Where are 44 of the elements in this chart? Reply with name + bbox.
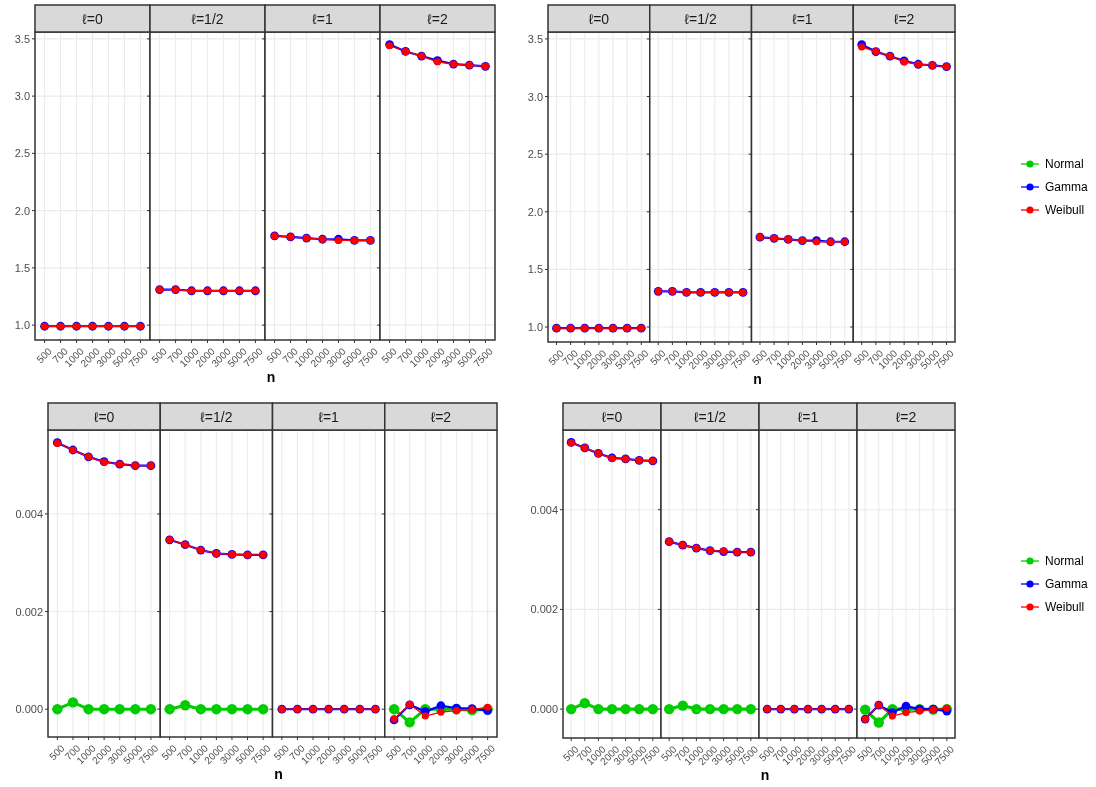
y-tick-label: 2.0 bbox=[14, 204, 30, 217]
y-tick-label: 3.5 bbox=[527, 32, 543, 45]
chart-title: ℓ=1 bbox=[318, 408, 340, 425]
y-tick-label: 1.5 bbox=[14, 261, 30, 274]
legend-label: Weibull bbox=[1045, 600, 1085, 614]
y-tick-label: 1.5 bbox=[527, 263, 543, 276]
chart-title: ℓ=2 bbox=[427, 10, 448, 27]
chart-title: ℓ=1 bbox=[797, 408, 819, 425]
legend-label: Normal bbox=[1045, 554, 1084, 568]
y-tick-label: 2.0 bbox=[527, 205, 543, 218]
chart-title: ℓ=1 bbox=[792, 10, 813, 27]
y-tick-label: 2.5 bbox=[527, 148, 543, 161]
chart-title: ℓ=2 bbox=[430, 408, 452, 425]
x-axis-title: n bbox=[274, 766, 283, 782]
chart-title: ℓ=0 bbox=[601, 408, 623, 425]
y-tick-label: 3.0 bbox=[527, 90, 543, 103]
chart-title: ℓ=2 bbox=[895, 408, 917, 425]
y-tick-label: 2.5 bbox=[14, 147, 30, 160]
chart-title: ℓ=1 bbox=[312, 10, 333, 27]
chart-title: ℓ=0 bbox=[93, 408, 115, 425]
chart-title: ℓ=1/2 bbox=[693, 408, 727, 425]
y-tick-label: 0.004 bbox=[15, 507, 43, 520]
legend-label: Normal bbox=[1045, 157, 1084, 171]
legend-label: Gamma bbox=[1045, 577, 1088, 591]
y-tick-label: 1.0 bbox=[14, 319, 30, 332]
chart-title: ℓ=1/2 bbox=[684, 10, 717, 27]
legend-label: Weibull bbox=[1045, 203, 1085, 217]
y-tick-label: 0.004 bbox=[530, 503, 558, 516]
y-tick-label: 0.002 bbox=[15, 605, 43, 618]
chart-title: ℓ=1/2 bbox=[200, 408, 233, 425]
chart-title: ℓ=2 bbox=[893, 10, 915, 27]
x-axis-title: n bbox=[753, 371, 762, 387]
chart-title: ℓ=0 bbox=[82, 10, 103, 27]
y-tick-label: 0.002 bbox=[530, 603, 558, 616]
x-axis-title: n bbox=[266, 369, 276, 385]
y-tick-label: 0.000 bbox=[15, 703, 43, 716]
y-tick-label: 1.0 bbox=[527, 321, 543, 334]
chart-title: ℓ=1/2 bbox=[191, 10, 224, 27]
legend-label: Gamma bbox=[1045, 180, 1088, 194]
chart-title: ℓ=0 bbox=[588, 10, 610, 27]
y-tick-label: 0.000 bbox=[530, 703, 558, 716]
y-tick-label: 3.5 bbox=[14, 32, 30, 45]
x-axis-title: n bbox=[760, 767, 770, 783]
y-tick-label: 3.0 bbox=[14, 90, 30, 103]
